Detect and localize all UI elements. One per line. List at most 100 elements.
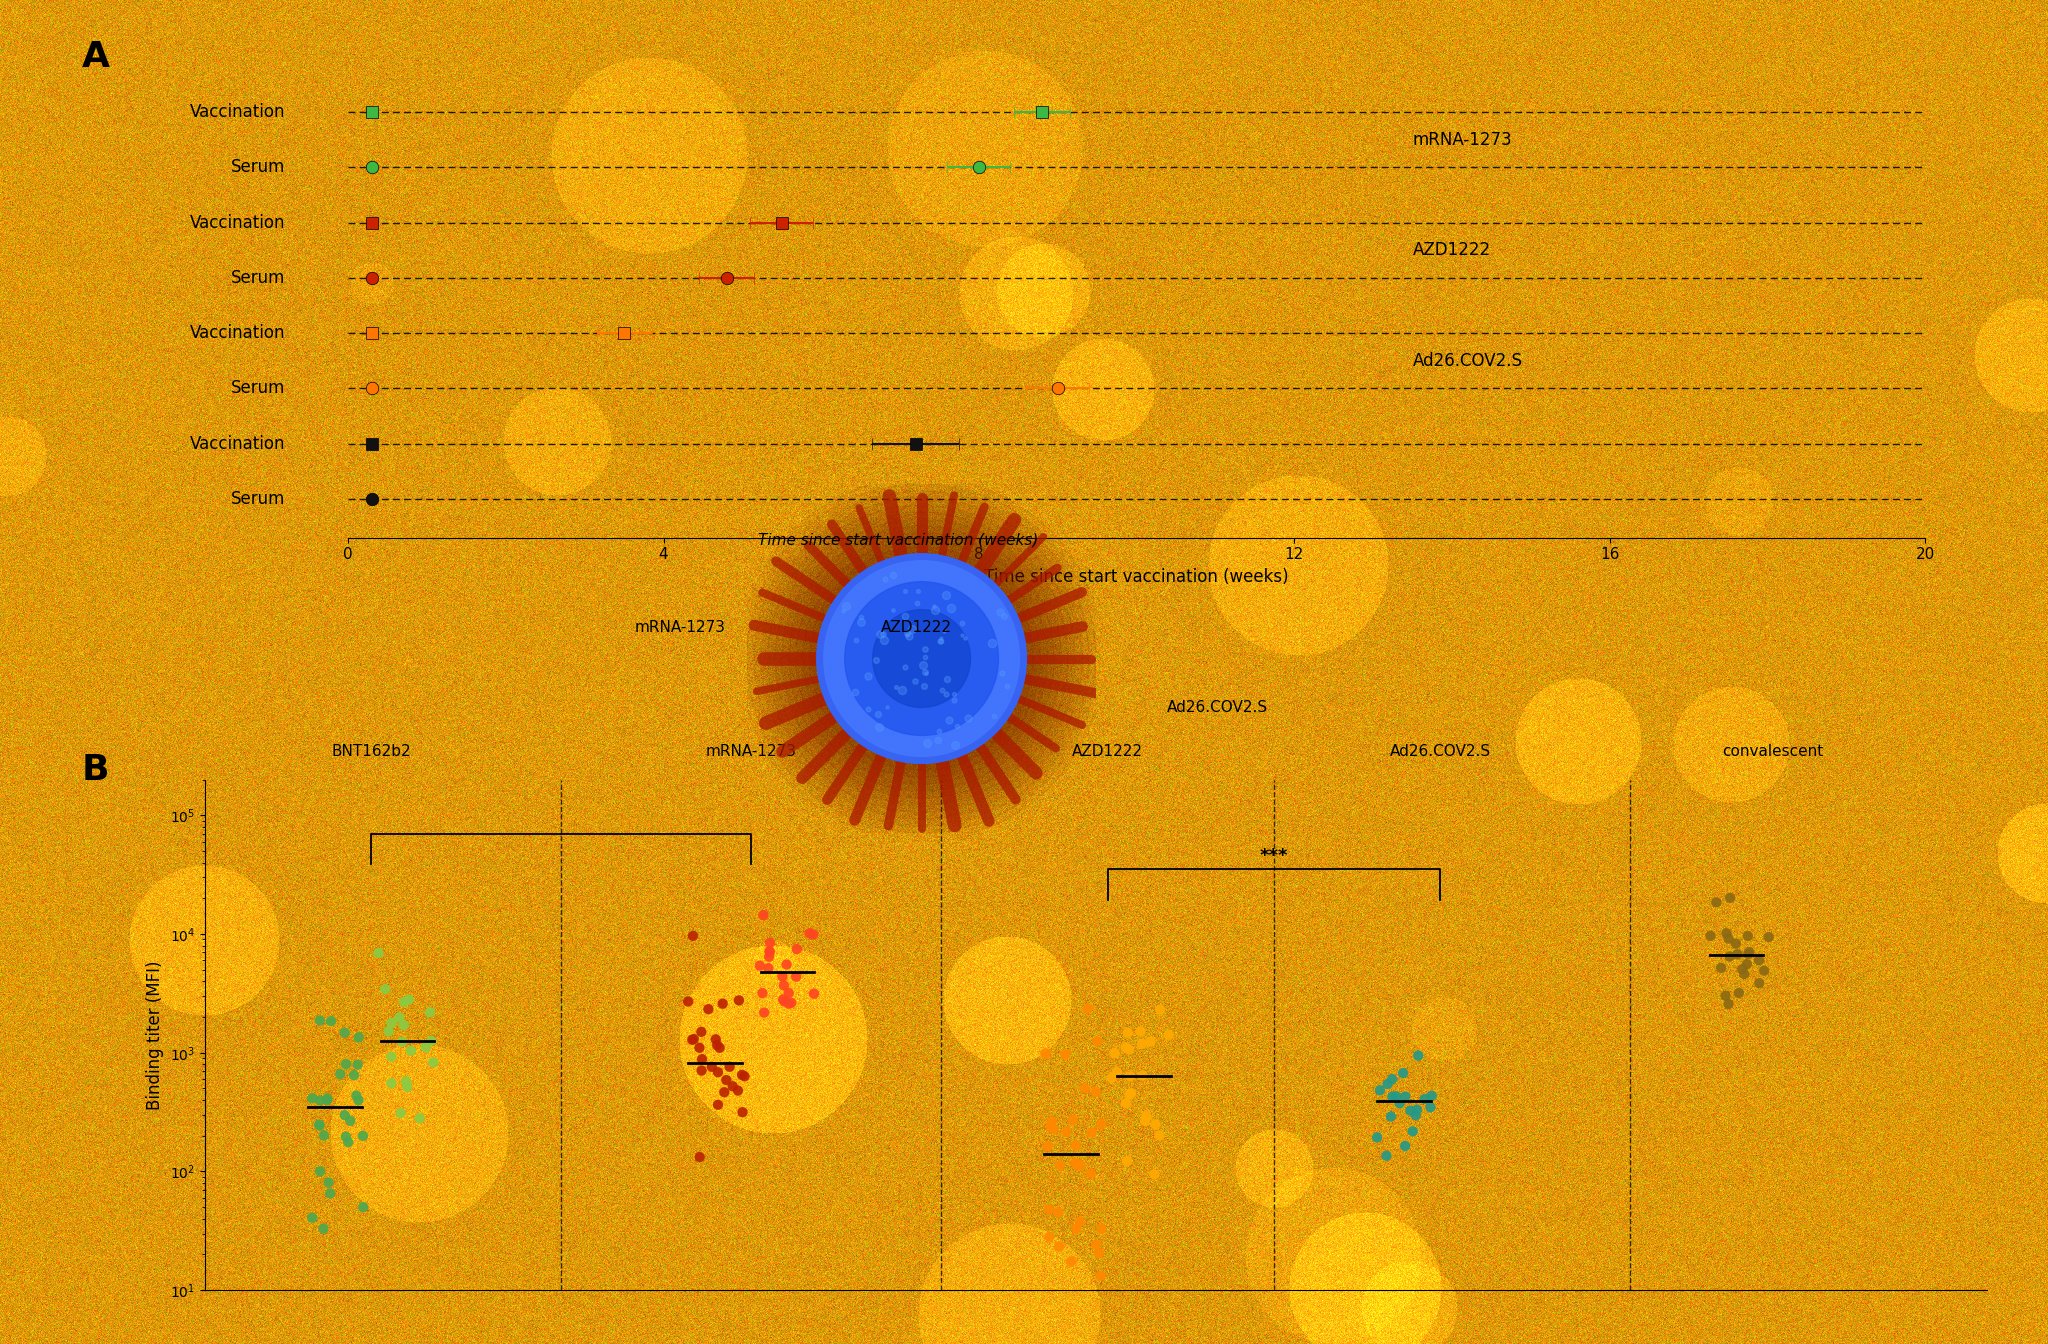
- Point: [1720, 943, 1753, 965]
- Circle shape: [768, 505, 1075, 812]
- Point: [748, 905, 780, 926]
- Point: [295, 1087, 328, 1109]
- Point: [752, 957, 784, 978]
- Point: [383, 1007, 416, 1028]
- Point: [315, 1011, 348, 1032]
- Y-axis label: Binding titer (MFI): Binding titer (MFI): [145, 960, 164, 1110]
- Point: [303, 1090, 336, 1111]
- Point: [303, 1114, 336, 1136]
- Point: [403, 1107, 436, 1129]
- Point: [1372, 1074, 1405, 1095]
- Circle shape: [782, 519, 1061, 798]
- Circle shape: [774, 512, 1069, 805]
- Point: [1071, 997, 1104, 1019]
- Point: [1112, 1039, 1145, 1060]
- Point: [1360, 1126, 1393, 1148]
- Text: Serum: Serum: [231, 159, 285, 176]
- Point: [768, 991, 801, 1012]
- Point: [1389, 1086, 1421, 1107]
- Point: [395, 1040, 428, 1062]
- Point: [1128, 1110, 1161, 1132]
- Point: [1409, 1089, 1442, 1110]
- Point: [1100, 1062, 1133, 1083]
- Point: [385, 1031, 418, 1052]
- Point: [766, 966, 799, 988]
- Point: [1722, 982, 1755, 1004]
- Text: Vaccination: Vaccination: [190, 324, 285, 343]
- Text: B: B: [82, 753, 109, 786]
- Text: AZD1222: AZD1222: [1413, 242, 1491, 259]
- Point: [1126, 1064, 1159, 1086]
- Point: [711, 1070, 743, 1091]
- Point: [1733, 941, 1765, 962]
- Point: [1135, 1031, 1167, 1052]
- Point: [375, 1012, 408, 1034]
- Point: [672, 991, 705, 1012]
- Point: [369, 978, 401, 1000]
- Text: Vaccination: Vaccination: [190, 214, 285, 231]
- Point: [1051, 1121, 1083, 1142]
- Point: [1081, 1031, 1114, 1052]
- Point: [1059, 1218, 1092, 1239]
- Circle shape: [823, 560, 1020, 757]
- Point: [793, 922, 825, 943]
- Text: Ad26.COV2.S: Ad26.COV2.S: [1413, 352, 1522, 370]
- Point: [342, 1090, 375, 1111]
- X-axis label: Time since start vaccination (weeks): Time since start vaccination (weeks): [985, 569, 1288, 586]
- Point: [1124, 1020, 1157, 1042]
- Point: [748, 1001, 780, 1023]
- Point: [1714, 887, 1747, 909]
- Point: [721, 1079, 754, 1101]
- Point: [1753, 926, 1786, 948]
- Point: [1731, 953, 1763, 974]
- Point: [387, 992, 420, 1013]
- Point: [362, 942, 395, 964]
- Point: [311, 1172, 344, 1193]
- Point: [416, 1030, 449, 1051]
- Point: [416, 1052, 449, 1074]
- Point: [1044, 1154, 1077, 1176]
- Point: [346, 1125, 379, 1146]
- Circle shape: [788, 526, 1055, 792]
- Point: [684, 1146, 717, 1168]
- Text: mRNA-1273: mRNA-1273: [707, 743, 797, 758]
- Point: [745, 982, 778, 1004]
- Point: [1065, 1154, 1098, 1176]
- Text: Vaccination: Vaccination: [190, 103, 285, 121]
- Point: [686, 1048, 719, 1070]
- Point: [780, 938, 813, 960]
- Point: [725, 1064, 758, 1086]
- Point: [1114, 1066, 1147, 1087]
- Point: [410, 1036, 442, 1058]
- Point: [1747, 960, 1780, 981]
- Text: AZD1222: AZD1222: [881, 620, 952, 634]
- Point: [1413, 1097, 1446, 1118]
- Point: [1057, 1109, 1090, 1130]
- Point: [1694, 925, 1726, 946]
- Point: [1059, 1134, 1092, 1156]
- Point: [303, 1161, 336, 1183]
- Point: [1110, 1036, 1143, 1058]
- Point: [1075, 1122, 1108, 1144]
- Circle shape: [809, 547, 1034, 770]
- Point: [1700, 891, 1733, 913]
- Point: [1028, 1043, 1061, 1064]
- Point: [1382, 1093, 1415, 1114]
- Point: [1712, 993, 1745, 1015]
- Point: [342, 1054, 375, 1075]
- Point: [696, 1056, 729, 1078]
- Point: [1096, 1067, 1128, 1089]
- Point: [676, 1030, 709, 1051]
- Circle shape: [748, 484, 1096, 833]
- Point: [311, 1087, 344, 1109]
- Point: [313, 1183, 346, 1204]
- Text: Vaccination: Vaccination: [190, 434, 285, 453]
- Point: [393, 989, 426, 1011]
- Text: mRNA-1273: mRNA-1273: [635, 620, 725, 634]
- Point: [391, 1077, 424, 1098]
- Point: [332, 1132, 365, 1153]
- Point: [754, 942, 786, 964]
- Point: [713, 1056, 745, 1078]
- Point: [311, 1090, 344, 1111]
- Point: [1075, 1163, 1108, 1184]
